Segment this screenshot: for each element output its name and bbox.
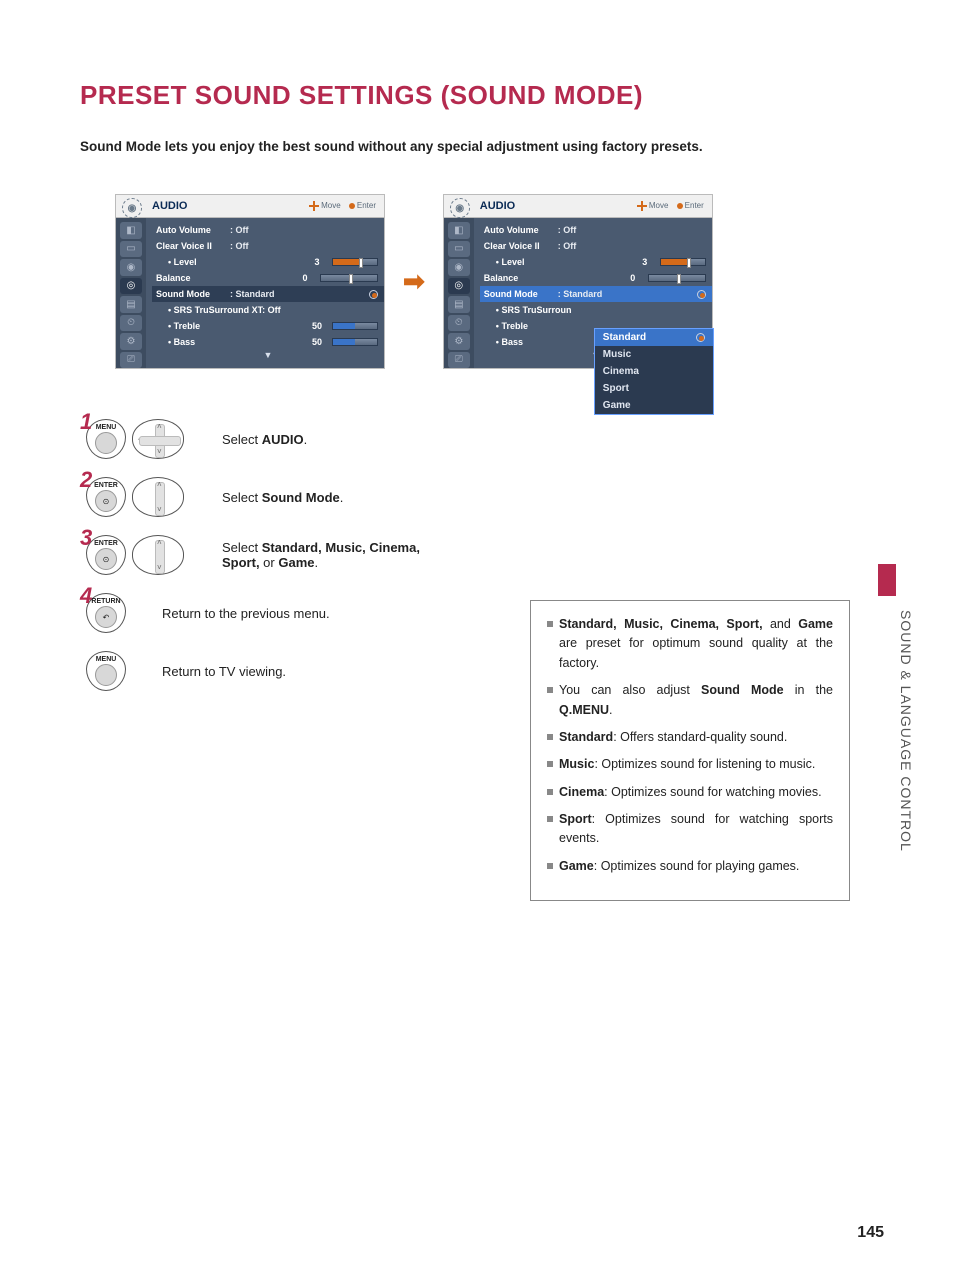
slider[interactable] bbox=[648, 274, 706, 282]
menu-row[interactable]: Balance 0 bbox=[480, 270, 712, 286]
radio-icon bbox=[369, 290, 378, 299]
side-icon: ◧ bbox=[448, 222, 470, 239]
nav-hint: Move Enter bbox=[637, 201, 704, 211]
menu-row[interactable]: • Level 3 bbox=[152, 254, 384, 270]
osd-title: AUDIO bbox=[480, 200, 515, 212]
side-icon: ▤ bbox=[120, 296, 142, 313]
osd-row: ◉ AUDIO Move Enter ◧ ▭ ◉ ◎ ▤ ⏲ ⚙ ⎚ bbox=[115, 194, 884, 369]
side-icon: ⎚ bbox=[120, 352, 142, 369]
info-item: Standard: Offers standard-quality sound. bbox=[547, 728, 833, 747]
side-icon: ◉ bbox=[448, 259, 470, 276]
arrow-right-icon: ➡ bbox=[403, 266, 425, 297]
more-below-icon: ▼ bbox=[152, 350, 384, 360]
menu-row[interactable]: • SRS TruSurroun bbox=[480, 302, 712, 318]
menu-row[interactable]: Auto Volume : Off bbox=[152, 222, 384, 238]
menu-row-selected[interactable]: Sound Mode : Standard bbox=[480, 286, 712, 302]
section-label: SOUND & LANGUAGE CONTROL bbox=[898, 610, 914, 852]
menu-row[interactable]: • Treble 50 bbox=[152, 318, 384, 334]
dropdown-option[interactable]: Game bbox=[595, 397, 713, 414]
nav-hint: Move Enter bbox=[309, 201, 376, 211]
sound-mode-dropdown[interactable]: Standard Music Cinema Sport Game bbox=[594, 328, 714, 415]
step-text: Select Sound Mode. bbox=[222, 490, 343, 505]
side-icon: ▤ bbox=[448, 296, 470, 313]
osd-header: ◉ AUDIO Move Enter bbox=[116, 195, 384, 218]
side-icon: ⚙ bbox=[448, 333, 470, 350]
speaker-icon: ◉ bbox=[122, 198, 142, 218]
osd-left: ◉ AUDIO Move Enter ◧ ▭ ◉ ◎ ▤ ⏲ ⚙ ⎚ bbox=[115, 194, 385, 369]
side-icon: ◧ bbox=[120, 222, 142, 239]
page-title: PRESET SOUND SETTINGS (SOUND MODE) bbox=[80, 80, 884, 111]
step-text: Return to TV viewing. bbox=[162, 664, 286, 679]
step: 2 ENTER ⊙ ˄˅ Select Sound Mode. bbox=[80, 477, 884, 517]
side-icon: ⏲ bbox=[120, 315, 142, 332]
menu-row[interactable]: Auto Volume : Off bbox=[480, 222, 712, 238]
dropdown-option[interactable]: Sport bbox=[595, 380, 713, 397]
side-icon: ▭ bbox=[448, 241, 470, 258]
radio-icon bbox=[697, 290, 706, 299]
step: 3 ENTER ⊙ ˄˅ Select Standard, Music, Cin… bbox=[80, 535, 884, 575]
slider[interactable] bbox=[320, 274, 378, 282]
side-icon: ⎚ bbox=[448, 352, 470, 369]
side-icon: ◎ bbox=[448, 278, 470, 295]
menu-row[interactable]: Balance 0 bbox=[152, 270, 384, 286]
info-item: Standard, Music, Cinema, Sport, and Game… bbox=[547, 615, 833, 673]
osd-right: ◉ AUDIO Move Enter ◧ ▭ ◉ ◎ ▤ ⏲ ⚙ ⎚ bbox=[443, 194, 713, 369]
info-box: Standard, Music, Cinema, Sport, and Game… bbox=[530, 600, 850, 901]
remote-dpad: ˄˅ bbox=[132, 477, 184, 517]
menu-row[interactable]: • Level 3 bbox=[480, 254, 712, 270]
menu-row[interactable]: • SRS TruSurround XT: Off bbox=[152, 302, 384, 318]
remote-menu-button: MENU bbox=[86, 651, 126, 691]
remote-dpad: ˄˅ bbox=[132, 535, 184, 575]
step-number: 4 bbox=[80, 583, 92, 609]
side-icon-strip: ◧ ▭ ◉ ◎ ▤ ⏲ ⚙ ⎚ bbox=[444, 218, 474, 368]
remote-dpad: ˄˅ ˂˃ bbox=[132, 419, 184, 459]
slider[interactable] bbox=[660, 258, 706, 266]
menu-row[interactable]: • Bass 50 bbox=[152, 334, 384, 350]
side-icon: ◎ bbox=[120, 278, 142, 295]
slider[interactable] bbox=[332, 322, 378, 330]
step-number: 3 bbox=[80, 525, 92, 551]
thumb-tab bbox=[878, 564, 896, 596]
step-text: Select AUDIO. bbox=[222, 432, 307, 447]
info-item: Cinema: Optimizes sound for watching mov… bbox=[547, 783, 833, 802]
osd-title: AUDIO bbox=[152, 200, 187, 212]
speaker-icon: ◉ bbox=[450, 198, 470, 218]
side-icon-strip: ◧ ▭ ◉ ◎ ▤ ⏲ ⚙ ⎚ bbox=[116, 218, 146, 368]
menu-row[interactable]: Clear Voice II : Off bbox=[480, 238, 712, 254]
info-item: Game: Optimizes sound for playing games. bbox=[547, 857, 833, 876]
step-text: Select Standard, Music, Cinema, Sport, o… bbox=[222, 540, 442, 570]
slider[interactable] bbox=[332, 258, 378, 266]
info-item: You can also adjust Sound Mode in the Q.… bbox=[547, 681, 833, 720]
step-text: Return to the previous menu. bbox=[162, 606, 330, 621]
dropdown-option[interactable]: Cinema bbox=[595, 363, 713, 380]
step: 1 MENU ˄˅ ˂˃ Select AUDIO. bbox=[80, 419, 884, 459]
menu-row[interactable]: Clear Voice II : Off bbox=[152, 238, 384, 254]
intro-text: Sound Mode lets you enjoy the best sound… bbox=[80, 139, 884, 154]
osd-header: ◉ AUDIO Move Enter bbox=[444, 195, 712, 218]
radio-icon bbox=[696, 333, 705, 342]
side-icon: ▭ bbox=[120, 241, 142, 258]
dropdown-option[interactable]: Music bbox=[595, 346, 713, 363]
page-number: 145 bbox=[857, 1224, 884, 1242]
dropdown-option[interactable]: Standard bbox=[595, 329, 713, 346]
side-icon: ⚙ bbox=[120, 333, 142, 350]
info-item: Music: Optimizes sound for listening to … bbox=[547, 755, 833, 774]
step-number: 1 bbox=[80, 409, 92, 435]
slider[interactable] bbox=[332, 338, 378, 346]
step-number: 2 bbox=[80, 467, 92, 493]
side-icon: ⏲ bbox=[448, 315, 470, 332]
info-item: Sport: Optimizes sound for watching spor… bbox=[547, 810, 833, 849]
side-icon: ◉ bbox=[120, 259, 142, 276]
menu-row-selected[interactable]: Sound Mode : Standard bbox=[152, 286, 384, 302]
